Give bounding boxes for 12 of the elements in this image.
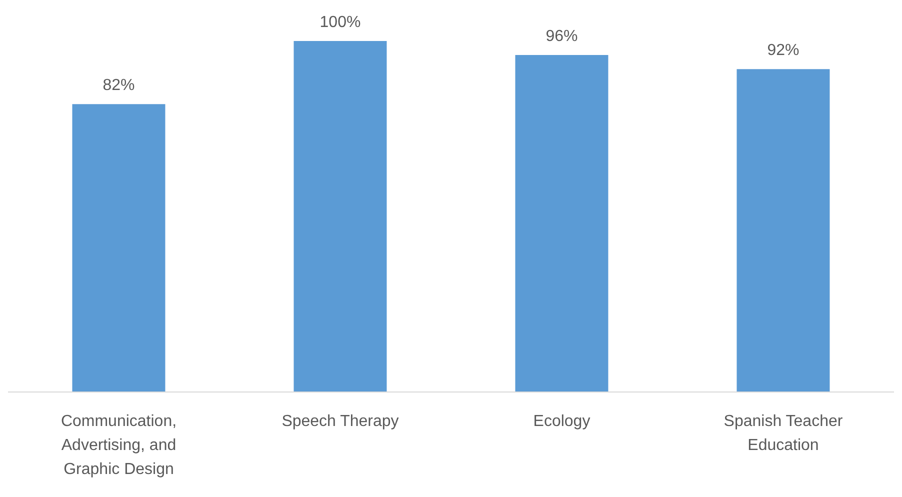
data-label: 92%: [767, 42, 800, 60]
x-tick-label: Speech Therapy: [282, 413, 399, 430]
bar: [736, 69, 830, 392]
bar: [515, 55, 608, 392]
data-label: 100%: [320, 14, 361, 31]
x-tick-label: Spanish Teacher Education: [724, 413, 844, 454]
bar: [72, 104, 166, 392]
x-tick-label: Ecology: [533, 413, 590, 430]
x-tick-label: Communication, Advertising, and Graphic Design: [60, 413, 177, 478]
data-label: 82%: [102, 77, 135, 94]
data-label: 96%: [546, 28, 578, 46]
bar: [294, 41, 387, 392]
